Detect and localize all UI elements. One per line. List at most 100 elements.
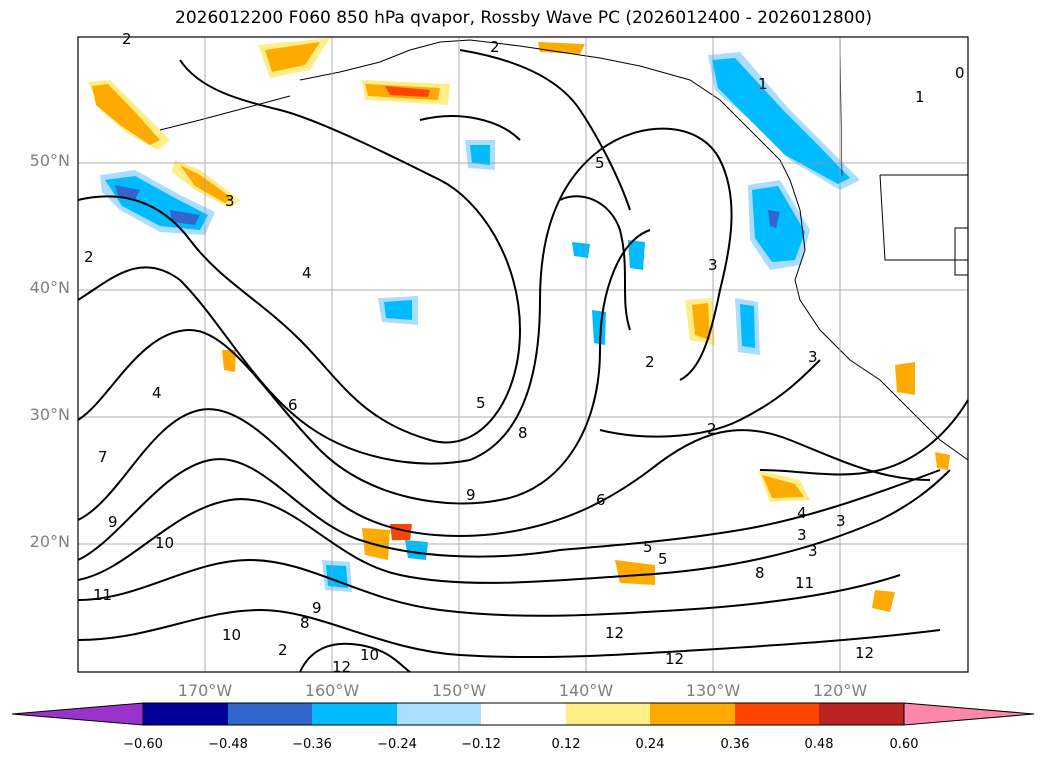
gridlines <box>78 37 968 672</box>
contour-label: 8 <box>755 564 765 582</box>
contour-label: 4 <box>152 384 162 402</box>
colorbar-tick: −0.60 <box>123 737 163 752</box>
positive-patch <box>222 350 236 372</box>
negative-patch <box>405 540 428 560</box>
negative-patch <box>592 310 606 345</box>
contour-label: 0 <box>955 64 965 82</box>
contour-label: 7 <box>98 448 108 466</box>
contour-label: 12 <box>332 658 351 676</box>
contour-label: 2 <box>645 353 655 371</box>
vapor-contours <box>77 49 969 673</box>
contour-label: 3 <box>225 192 235 210</box>
contour-label: 10 <box>222 626 241 644</box>
colorbar-tick: 0.48 <box>804 737 834 752</box>
colorbar-bin <box>735 703 819 725</box>
contour-label: 12 <box>665 650 684 668</box>
contour-label-layer: 2 2 1 1 0 3 2 5 3 4 3 4 6 5 8 2 2 6 9 7 … <box>84 30 965 676</box>
contour-label: 2 <box>707 420 717 438</box>
lon-label: 150°W <box>431 681 487 700</box>
lon-label: 170°W <box>177 681 233 700</box>
contour-label: 6 <box>288 396 298 414</box>
contour-label: 9 <box>466 486 476 504</box>
negative-patch <box>752 186 805 262</box>
contour-label: 4 <box>797 504 807 522</box>
lat-label: 50°N <box>29 151 70 170</box>
colorbar <box>11 702 1035 726</box>
contour-label: 2 <box>490 38 500 56</box>
positive-patch <box>872 590 895 612</box>
contour-label: 1 <box>915 88 925 106</box>
map-frame <box>77 36 969 673</box>
negative-patch <box>572 242 590 258</box>
positive-patch <box>180 165 232 203</box>
contour-label: 2 <box>278 641 288 659</box>
colorbar-tick: −0.36 <box>292 737 332 752</box>
contour-label: 10 <box>155 534 174 552</box>
contour-label: 2 <box>84 248 94 266</box>
contour-label: 9 <box>312 599 322 617</box>
contour-label: 8 <box>518 424 528 442</box>
lat-label: 30°N <box>29 405 70 424</box>
contour-label: 10 <box>360 646 379 664</box>
positive-patch <box>762 475 804 498</box>
colorbar-tick: 0.12 <box>551 737 581 752</box>
colorbar-bin <box>481 703 566 725</box>
positive-patch <box>385 86 430 97</box>
negative-patch <box>628 240 645 270</box>
contour-label: 11 <box>93 586 112 604</box>
negative-patch <box>170 210 200 225</box>
lon-label: 140°W <box>558 681 614 700</box>
contour-label: 3 <box>708 256 718 274</box>
contour-label: 8 <box>300 614 310 632</box>
contour-label: 9 <box>108 513 118 531</box>
positive-patch <box>265 42 320 72</box>
shaded-anomalies <box>88 38 950 612</box>
colorbar-tick: −0.24 <box>377 737 417 752</box>
positive-patch <box>692 303 710 340</box>
positive-patch <box>615 560 655 585</box>
colorbar-bin <box>397 703 481 725</box>
colorbar-tick: −0.48 <box>208 737 248 752</box>
colorbar-extend-low <box>11 702 144 726</box>
lon-label: 120°W <box>812 681 868 700</box>
colorbar-extend-high <box>903 702 1035 726</box>
positive-patch <box>895 362 915 395</box>
lon-label: 130°W <box>685 681 741 700</box>
positive-patch <box>92 84 160 145</box>
colorbar-bin <box>566 703 650 725</box>
lon-label: 160°W <box>304 681 360 700</box>
colorbar-bin <box>650 703 735 725</box>
contour-label: 1 <box>758 75 768 93</box>
lat-label: 40°N <box>29 278 70 297</box>
contour-label: 12 <box>855 644 874 662</box>
negative-patch <box>384 300 412 320</box>
negative-patch <box>115 185 140 200</box>
colorbar-tick: 0.36 <box>720 737 750 752</box>
contour-label: 5 <box>658 550 668 568</box>
positive-patch <box>538 42 585 54</box>
negative-patch <box>740 304 755 348</box>
contour-label: 3 <box>808 348 818 366</box>
contour-label: 6 <box>596 491 606 509</box>
contour-label: 11 <box>795 574 814 592</box>
colorbar-bin <box>819 703 904 725</box>
contour-label: 5 <box>595 154 605 172</box>
coastlines <box>159 39 969 461</box>
contour-label: 12 <box>605 624 624 642</box>
negative-patch <box>712 58 850 184</box>
contour-label: 5 <box>643 538 653 556</box>
contour-label: 3 <box>797 526 807 544</box>
colorbar-tick: −0.12 <box>461 737 501 752</box>
contour-label: 5 <box>476 394 486 412</box>
negative-patch <box>470 145 490 165</box>
contour-label: 4 <box>302 264 312 282</box>
positive-patch <box>935 452 950 470</box>
map-title: 2026012200 F060 850 hPa qvapor, Rossby W… <box>175 8 872 28</box>
lat-label: 20°N <box>29 532 70 551</box>
contour-label: 2 <box>122 30 132 48</box>
contour-label: 3 <box>808 542 818 560</box>
negative-patch <box>768 210 780 228</box>
colorbar-bin <box>312 703 397 725</box>
colorbar-tick: 0.60 <box>889 737 919 752</box>
